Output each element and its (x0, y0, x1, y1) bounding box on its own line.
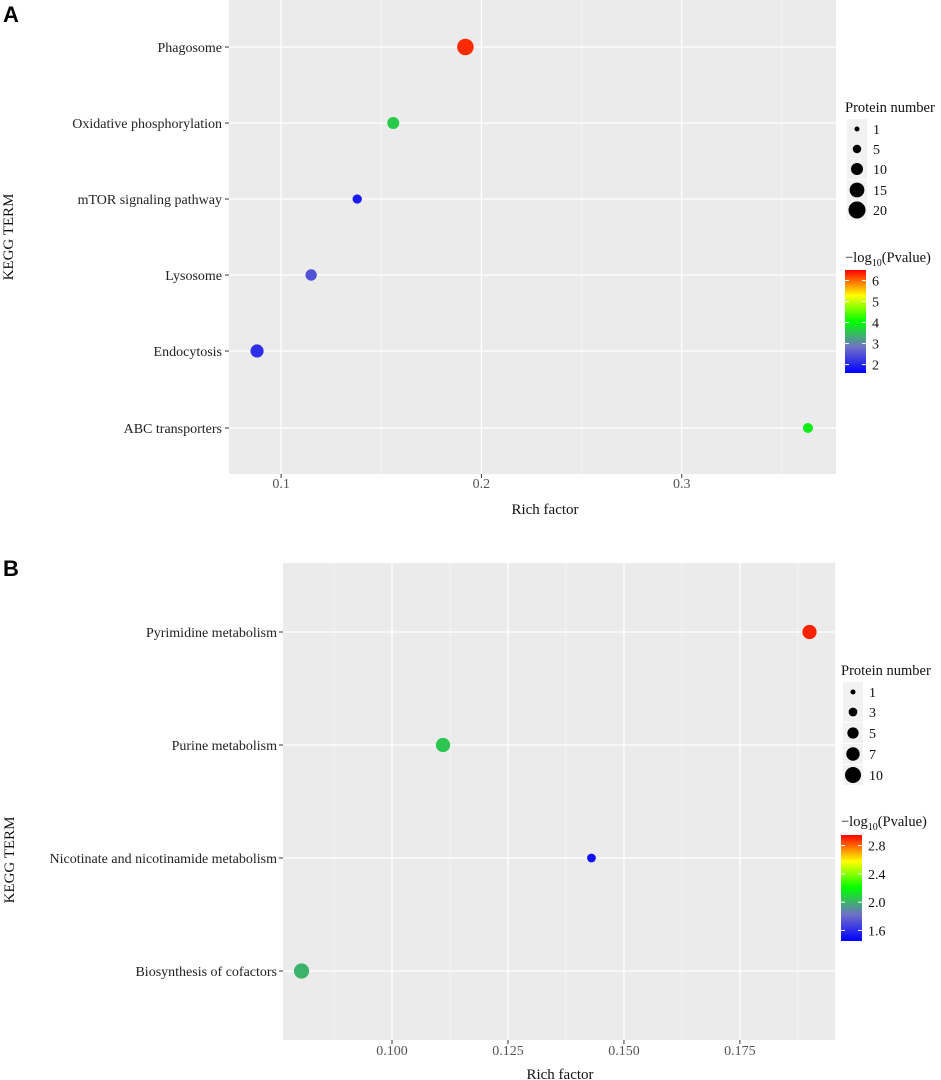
colorbar-label: 3 (872, 338, 879, 353)
data-point (802, 624, 817, 640)
data-point (435, 737, 451, 753)
category-label: mTOR signaling pathway (78, 193, 222, 208)
colorbar-label: 2 (872, 359, 879, 374)
data-point (305, 269, 317, 281)
panel-b-colorbar (841, 835, 862, 941)
panel-b-x-axis-title: Rich factor (526, 1067, 593, 1080)
panel-b-gridlines (283, 563, 835, 1040)
panel-b-size-legend: Protein number 1 3 5 7 10 (841, 663, 931, 785)
size-legend-label: 5 (869, 727, 876, 742)
x-tick-label: 0.1 (272, 477, 290, 492)
category-label: Nicotinate and nicotinamide metabolism (50, 852, 278, 867)
category-label: Pyrimidine metabolism (146, 626, 277, 641)
category-label: ABC transporters (124, 422, 222, 437)
size-legend-label: 1 (869, 686, 876, 701)
panel-a-color-legend-title: −log10(Pvalue) (845, 250, 931, 269)
data-point (457, 38, 474, 56)
data-point (387, 116, 400, 130)
data-point (587, 853, 596, 863)
panel-b-color-legend-title: −log10(Pvalue) (841, 814, 927, 833)
size-legend-dot (850, 689, 856, 695)
panel-b-plot-background (283, 563, 835, 1040)
panel-a-color-legend: −log10(Pvalue) 2 3 4 5 6 (845, 250, 931, 374)
size-legend-label: 20 (873, 204, 887, 219)
panel-b-color-legend: −log10(Pvalue) 1.6 2.0 2.4 2.8 (841, 814, 927, 941)
panel-a-size-legend-title: Protein number (845, 100, 935, 116)
size-legend-label: 7 (869, 748, 876, 763)
size-legend-label: 10 (869, 769, 883, 784)
panel-a-x-ticks: 0.1 0.2 0.3 (272, 474, 690, 492)
size-legend-label: 15 (873, 184, 887, 199)
x-tick-label: 0.3 (673, 477, 691, 492)
size-legend-dot (848, 707, 858, 717)
data-point (352, 194, 362, 204)
colorbar-label: 2.0 (868, 896, 886, 911)
panel-letter-a: A (3, 2, 19, 27)
colorbar-label: 1.6 (868, 924, 886, 939)
panel-a-category-labels: Phagosome Oxidative phosphorylation mTOR s… (72, 41, 229, 437)
category-label: Purine metabolism (172, 739, 277, 754)
panel-a-plot-background (229, 0, 836, 474)
category-label: Lysosome (165, 269, 222, 284)
size-legend-label: 10 (873, 163, 887, 178)
panel-a-points (250, 38, 813, 434)
size-legend-label: 1 (873, 123, 880, 138)
panel-a: A Phagosome Oxidative phosphorylation mTOR… (1, 0, 935, 518)
panel-b-category-labels: Pyrimidine metabolism Purine metabolism Ni… (50, 626, 283, 980)
size-legend-dot (845, 767, 861, 783)
colorbar-label: 2.4 (868, 868, 886, 883)
size-legend-label: 5 (873, 143, 880, 158)
panel-a-y-axis-title: KEGG TERM (1, 194, 17, 281)
x-tick-label: 0.125 (492, 1044, 524, 1059)
size-legend-label: 3 (869, 706, 876, 721)
category-label: Phagosome (157, 41, 222, 56)
size-legend-dot (846, 747, 860, 761)
category-label: Biosynthesis of cofactors (135, 965, 277, 980)
panel-a-gridlines (229, 0, 836, 474)
category-label: Oxidative phosphorylation (72, 117, 222, 132)
panel-b-size-legend-title: Protein number (841, 663, 931, 679)
data-point (293, 963, 310, 979)
panel-b-x-ticks: 0.100 0.125 0.150 0.175 (376, 1040, 756, 1059)
size-legend-dot (847, 727, 859, 739)
size-legend-dot (854, 126, 860, 132)
data-point (802, 422, 813, 434)
size-legend-dot (849, 182, 865, 198)
size-legend-dot (852, 144, 862, 154)
x-tick-label: 0.150 (608, 1044, 640, 1059)
size-legend-dot (848, 201, 866, 219)
colorbar-label: 4 (872, 317, 879, 332)
x-tick-label: 0.2 (473, 477, 491, 492)
panel-a-x-axis-title: Rich factor (511, 502, 578, 518)
x-tick-label: 0.175 (724, 1044, 756, 1059)
category-label: Endocytosis (154, 345, 222, 360)
panel-a-colorbar (845, 270, 866, 373)
data-point (250, 344, 264, 358)
panel-b-y-axis-title: KEGG TERM (2, 817, 18, 904)
colorbar-label: 6 (872, 275, 879, 290)
panel-b-points (293, 624, 817, 979)
colorbar-label: 5 (872, 296, 879, 311)
x-tick-label: 0.100 (376, 1044, 408, 1059)
panel-letter-b: B (3, 556, 19, 581)
size-legend-dot (850, 162, 864, 176)
colorbar-label: 2.8 (868, 840, 886, 855)
panel-b: B Pyrimidine metabolism Purine metabolism… (2, 556, 931, 1080)
